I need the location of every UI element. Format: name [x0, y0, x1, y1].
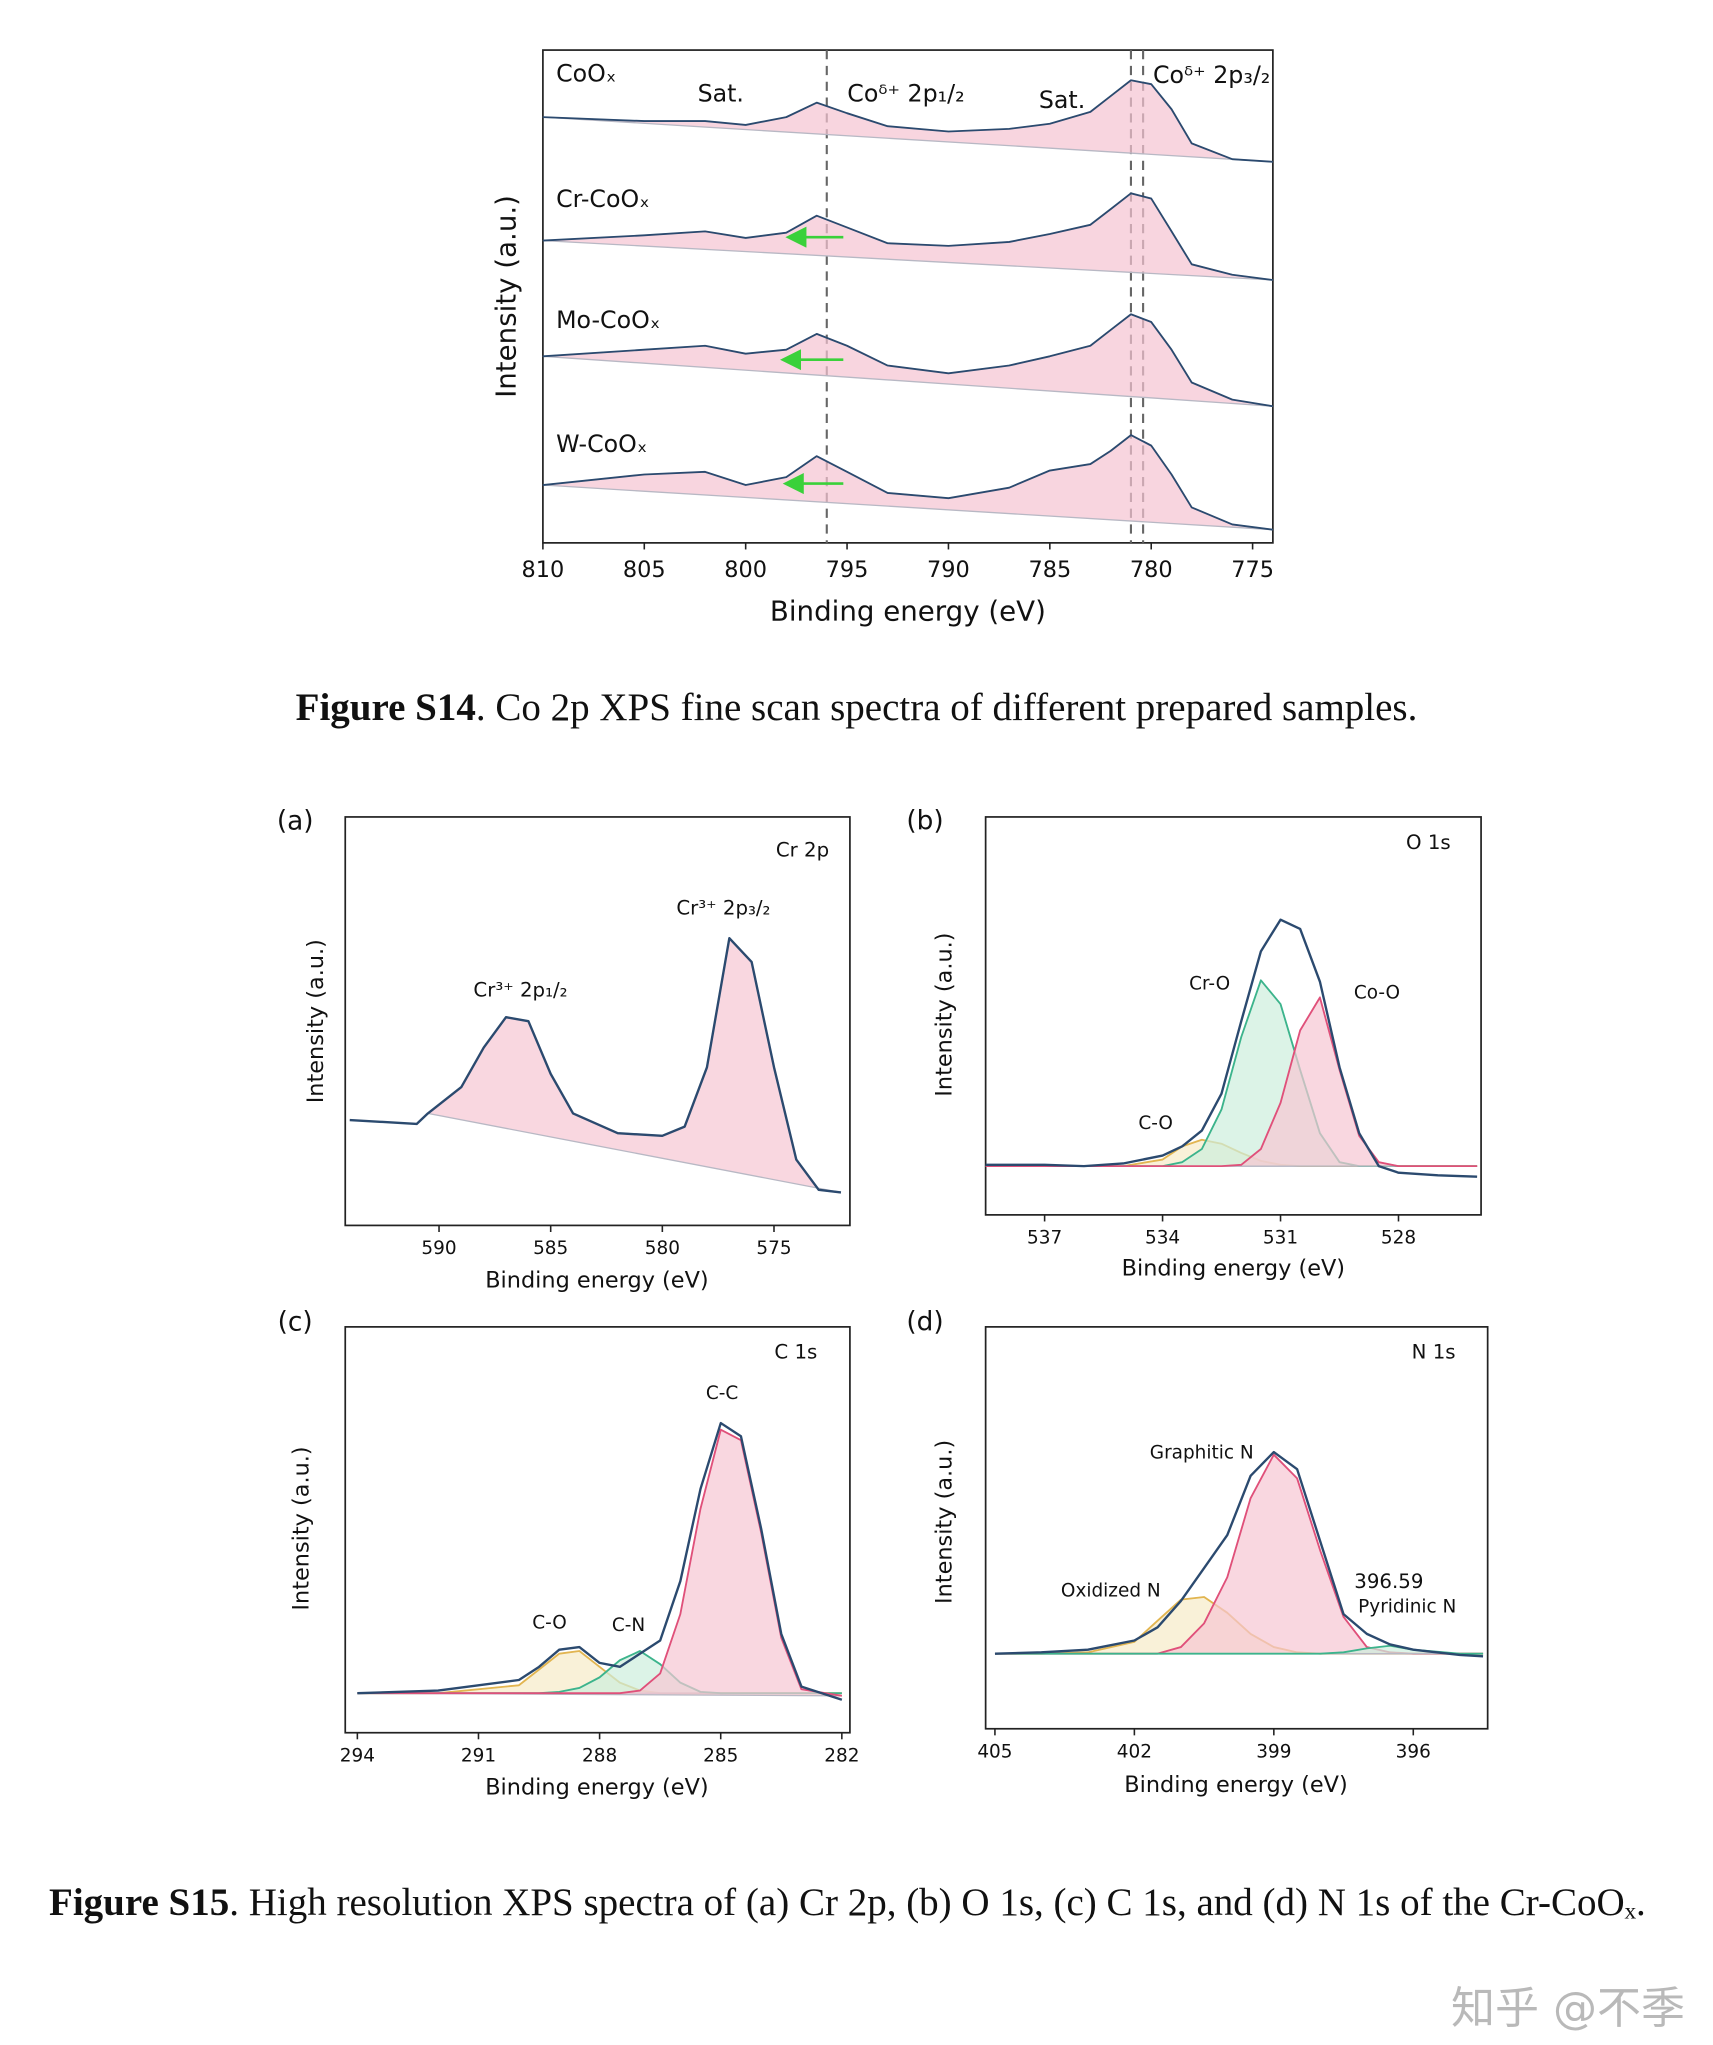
x-tick-label: 795 [826, 557, 869, 583]
panel-label: (c) [278, 1307, 313, 1337]
series-label: Co-O [1354, 983, 1400, 1004]
caption-text: . Co 2p XPS fine scan spectra of differe… [475, 686, 1418, 729]
plot-frame [984, 816, 1482, 1216]
series-label: C-N [612, 1615, 645, 1636]
caption: Figure S15. High resolution XPS spectra … [49, 1852, 1699, 1953]
series-label: Pyridinic N [1358, 1597, 1456, 1618]
spectrum-line [357, 1421, 843, 1701]
x-tick-label: 775 [1231, 557, 1274, 583]
caption: Figure S14. Co 2p XPS fine scan spectra … [0, 685, 1713, 730]
panel-label: (d) [906, 1307, 943, 1337]
x-axis-label: Binding energy (eV) [1122, 1255, 1345, 1281]
series-label: Graphitic N [1150, 1442, 1254, 1463]
series-label: Mo-CoOₓ [556, 306, 660, 334]
annotation: Coᵟ⁺ 2p₁/₂ [847, 79, 964, 107]
x-tick-label: 805 [623, 557, 666, 583]
x-tick-label: 291 [461, 1745, 496, 1766]
watermark: 知乎 @不季 [1451, 1983, 1685, 2034]
spectrum-line [542, 192, 1273, 281]
x-tick-label: 294 [340, 1745, 375, 1766]
y-axis-label: Intensity (a.u.) [931, 932, 957, 1096]
spectrum-line [542, 79, 1273, 163]
x-tick-label: 399 [1256, 1741, 1291, 1762]
x-tick-label: 285 [703, 1745, 738, 1766]
caption-text: . High resolution XPS spectra of (a) Cr … [229, 1881, 1646, 1924]
caption-label: Figure S15 [49, 1881, 230, 1924]
annotation: Cr³⁺ 2p₃/₂ [676, 897, 770, 920]
x-axis-label: Binding energy (eV) [1124, 1772, 1347, 1798]
x-tick-label: 590 [421, 1238, 456, 1259]
x-axis-label: Binding energy (eV) [485, 1267, 708, 1293]
x-tick-label: 402 [1117, 1741, 1152, 1762]
spectrum-line [985, 918, 1478, 1178]
peak-fill [542, 192, 1273, 281]
x-tick-label: 790 [927, 557, 970, 583]
x-tick-label: 585 [533, 1238, 568, 1259]
series-label: C-O [1138, 1113, 1173, 1134]
peak-fill [542, 434, 1273, 531]
panel-title: Cr 2p [776, 839, 829, 862]
spectrum-line [985, 996, 1478, 1168]
panel-title: O 1s [1406, 831, 1451, 854]
x-tick-label: 528 [1381, 1228, 1416, 1249]
peak-fill [994, 1453, 1484, 1655]
y-axis-label: Intensity (a.u.) [303, 939, 329, 1103]
x-tick-label: 575 [756, 1238, 791, 1259]
x-tick-label: 800 [724, 557, 767, 583]
series-label: C-O [532, 1612, 567, 1633]
x-tick-label: 405 [977, 1741, 1012, 1762]
x-tick-label: 580 [645, 1238, 680, 1259]
panel-label: (b) [906, 807, 943, 837]
annotation: Coᵟ⁺ 2p₃/₂ [1153, 61, 1270, 89]
x-tick-label: 780 [1130, 557, 1173, 583]
plot-frame [542, 49, 1274, 544]
series-label: Oxidized N [1061, 1581, 1161, 1602]
x-tick-label: 531 [1263, 1228, 1298, 1249]
x-tick-label: 396 [1396, 1741, 1431, 1762]
x-axis-label: Binding energy (eV) [770, 595, 1046, 628]
plot-frame [344, 1326, 851, 1734]
y-axis-label: Intensity (a.u.) [288, 1446, 314, 1610]
spectrum-line [994, 1450, 1484, 1658]
spectrum-line [542, 313, 1274, 408]
x-tick-label: 282 [824, 1745, 859, 1766]
caption-label: Figure S14 [295, 686, 476, 729]
x-tick-label: 537 [1027, 1228, 1062, 1249]
panel-label: (a) [277, 807, 314, 837]
annotation: Sat. [1039, 86, 1085, 114]
plot-frame [984, 1326, 1489, 1730]
peak-fill [357, 1428, 842, 1697]
peak-fill [426, 936, 842, 1194]
panel-title: C 1s [774, 1341, 817, 1364]
spectrum-line [349, 936, 842, 1194]
annotation: Sat. [698, 79, 744, 107]
annotation: Cr³⁺ 2p₁/₂ [473, 978, 567, 1001]
spectrum-line [542, 434, 1273, 531]
series-label: CoOₓ [556, 60, 616, 88]
panel-title: N 1s [1412, 1341, 1456, 1364]
series-label: Cr-CoOₓ [556, 185, 650, 213]
x-tick-label: 288 [582, 1745, 617, 1766]
series-label: Cr-O [1189, 973, 1230, 994]
series-label: C-C [706, 1383, 738, 1404]
series-label: W-CoOₓ [556, 430, 647, 458]
annotation: 396.59 [1354, 1570, 1423, 1593]
x-axis-label: Binding energy (eV) [485, 1775, 708, 1801]
x-tick-label: 810 [522, 557, 565, 583]
plot-frame [344, 816, 851, 1227]
y-axis-label: Intensity (a.u.) [489, 195, 522, 398]
x-tick-label: 534 [1145, 1228, 1180, 1249]
y-axis-label: Intensity (a.u.) [931, 1440, 957, 1604]
x-tick-label: 785 [1028, 557, 1071, 583]
